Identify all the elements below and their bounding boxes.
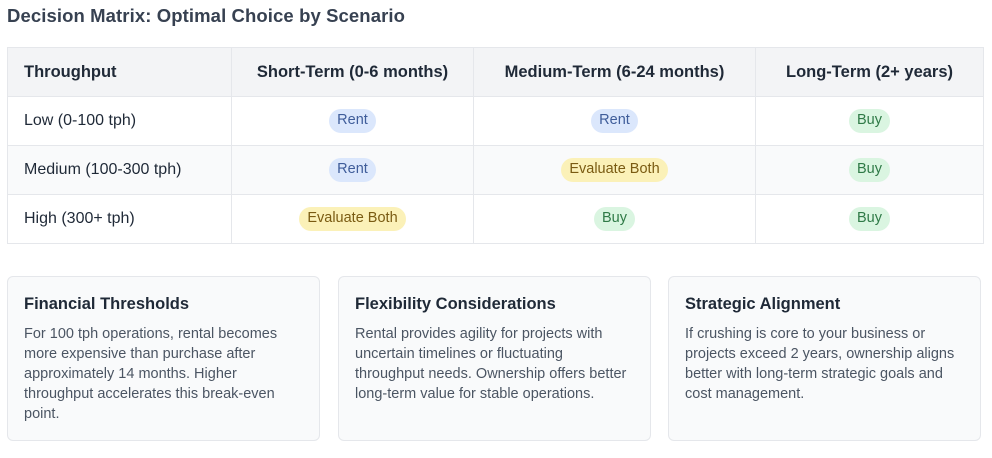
card-body: If crushing is core to your business or …: [685, 326, 955, 402]
row-label: Medium (100-300 tph): [7, 145, 232, 195]
column-header-throughput: Throughput: [7, 47, 232, 97]
row-label: High (300+ tph): [7, 194, 232, 244]
row-label: Low (0-100 tph): [7, 96, 232, 146]
recommendation-badge: Buy: [849, 158, 890, 182]
table-row: Medium (100-300 tph) Rent Evaluate Both …: [7, 145, 984, 195]
recommendation-badge: Evaluate Both: [561, 158, 668, 182]
card-body: Rental provides agility for projects wit…: [355, 326, 627, 402]
table-header-row: Throughput Short-Term (0-6 months) Mediu…: [7, 47, 984, 97]
page-title: Decision Matrix: Optimal Choice by Scena…: [7, 5, 406, 26]
card-body: For 100 tph operations, rental becomes m…: [24, 326, 278, 422]
table-row: High (300+ tph) Evaluate Both Buy Buy: [7, 194, 984, 244]
column-header-short-term: Short-Term (0-6 months): [231, 47, 474, 97]
recommendation-badge: Rent: [329, 109, 376, 133]
decision-matrix-table: Throughput Short-Term (0-6 months) Mediu…: [7, 47, 984, 244]
recommendation-badge: Evaluate Both: [299, 207, 406, 231]
card-title: Flexibility Considerations: [355, 295, 556, 313]
recommendation-badge: Buy: [594, 207, 635, 231]
card-flexibility-considerations: Flexibility Considerations Rental provid…: [338, 276, 651, 441]
recommendation-badge: Rent: [591, 109, 638, 133]
card-strategic-alignment: Strategic Alignment If crushing is core …: [668, 276, 981, 441]
recommendation-badge: Buy: [849, 109, 890, 133]
card-title: Strategic Alignment: [685, 295, 841, 313]
column-header-long-term: Long-Term (2+ years): [755, 47, 984, 97]
recommendation-badge: Buy: [849, 207, 890, 231]
recommendation-badge: Rent: [329, 158, 376, 182]
column-header-medium-term: Medium-Term (6-24 months): [473, 47, 756, 97]
table-row: Low (0-100 tph) Rent Rent Buy: [7, 96, 984, 146]
card-title: Financial Thresholds: [24, 295, 190, 313]
card-financial-thresholds: Financial Thresholds For 100 tph operati…: [7, 276, 320, 441]
